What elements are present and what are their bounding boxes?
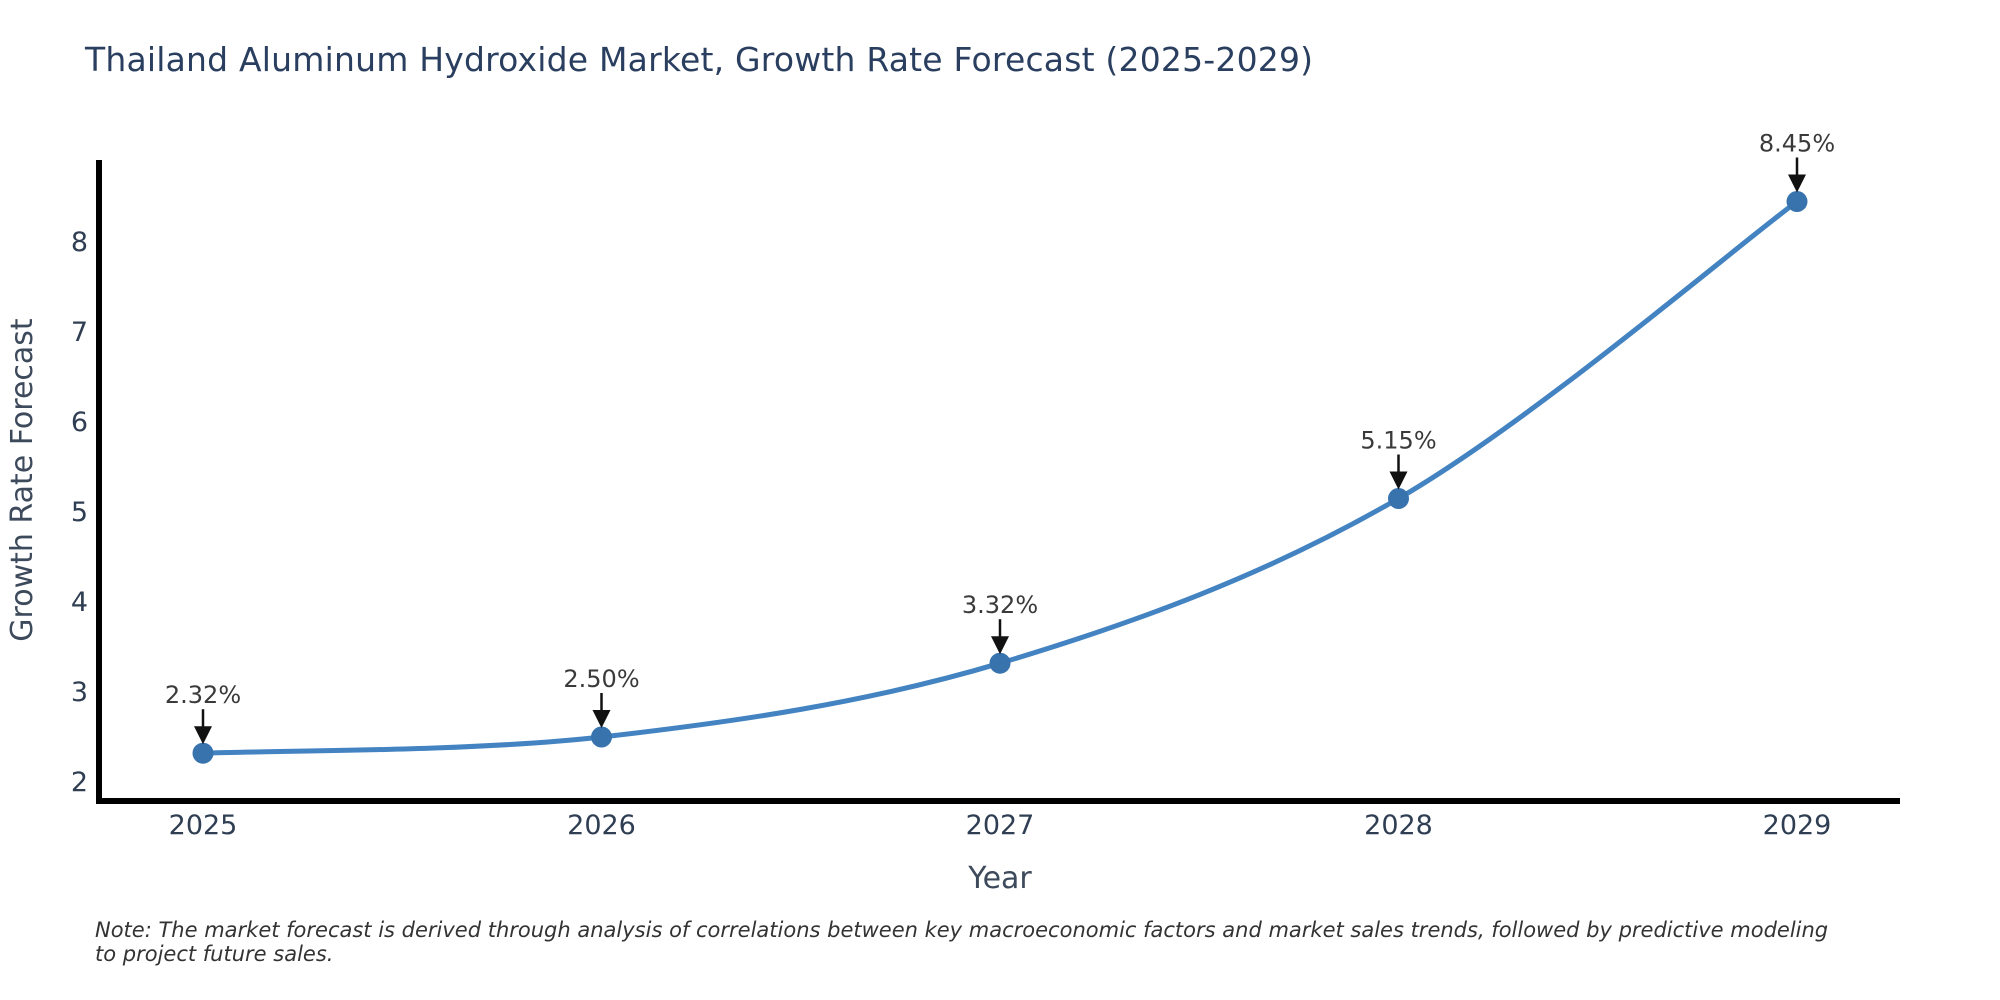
annotation-arrowhead-icon — [991, 636, 1009, 655]
y-axis-line — [96, 160, 102, 804]
y-tick-label: 5 — [71, 497, 88, 528]
data-point-marker[interactable] — [192, 742, 214, 764]
x-tick-label: 2029 — [1763, 810, 1832, 841]
annotation-arrowhead-icon — [592, 710, 611, 728]
data-point-label: 5.15% — [1360, 427, 1436, 455]
data-point-marker[interactable] — [989, 652, 1011, 674]
y-tick-label: 4 — [71, 587, 88, 618]
x-axis-line — [96, 798, 1900, 804]
annotation-arrowhead-icon — [194, 726, 212, 745]
y-tick-label: 3 — [71, 677, 88, 708]
footnote: Note: The market forecast is derived thr… — [95, 918, 1829, 966]
chart-title: Thailand Aluminum Hydroxide Market, Grow… — [85, 40, 1314, 79]
y-tick-label: 2 — [71, 767, 88, 798]
x-tick-label: 2025 — [169, 810, 238, 841]
x-tick-label: 2026 — [567, 810, 636, 841]
data-point-marker[interactable] — [591, 726, 612, 748]
data-point-label: 8.45% — [1759, 130, 1835, 158]
y-axis-title: Growth Rate Forecast — [5, 318, 40, 642]
annotation-arrowhead-icon — [1389, 471, 1408, 490]
data-point-label: 2.50% — [563, 665, 639, 693]
x-tick-label: 2027 — [966, 810, 1035, 841]
annotation-arrowhead-icon — [1788, 174, 1806, 193]
y-tick-label: 6 — [71, 407, 88, 438]
x-axis-title: Year — [967, 861, 1032, 896]
data-point-label: 3.32% — [962, 591, 1038, 619]
data-point-marker[interactable] — [1786, 191, 1808, 212]
data-point-marker[interactable] — [1388, 488, 1409, 509]
y-tick-label: 7 — [71, 317, 88, 348]
y-tick-label: 8 — [71, 227, 88, 258]
plot-area: 2 3 4 5 6 7 8 2025 2026 2027 2028 2029 2.32% 2.50% 3.3… — [71, 130, 1835, 842]
x-tick-label: 2028 — [1364, 810, 1433, 841]
axes — [96, 160, 1900, 804]
data-point-label: 2.32% — [165, 681, 241, 709]
